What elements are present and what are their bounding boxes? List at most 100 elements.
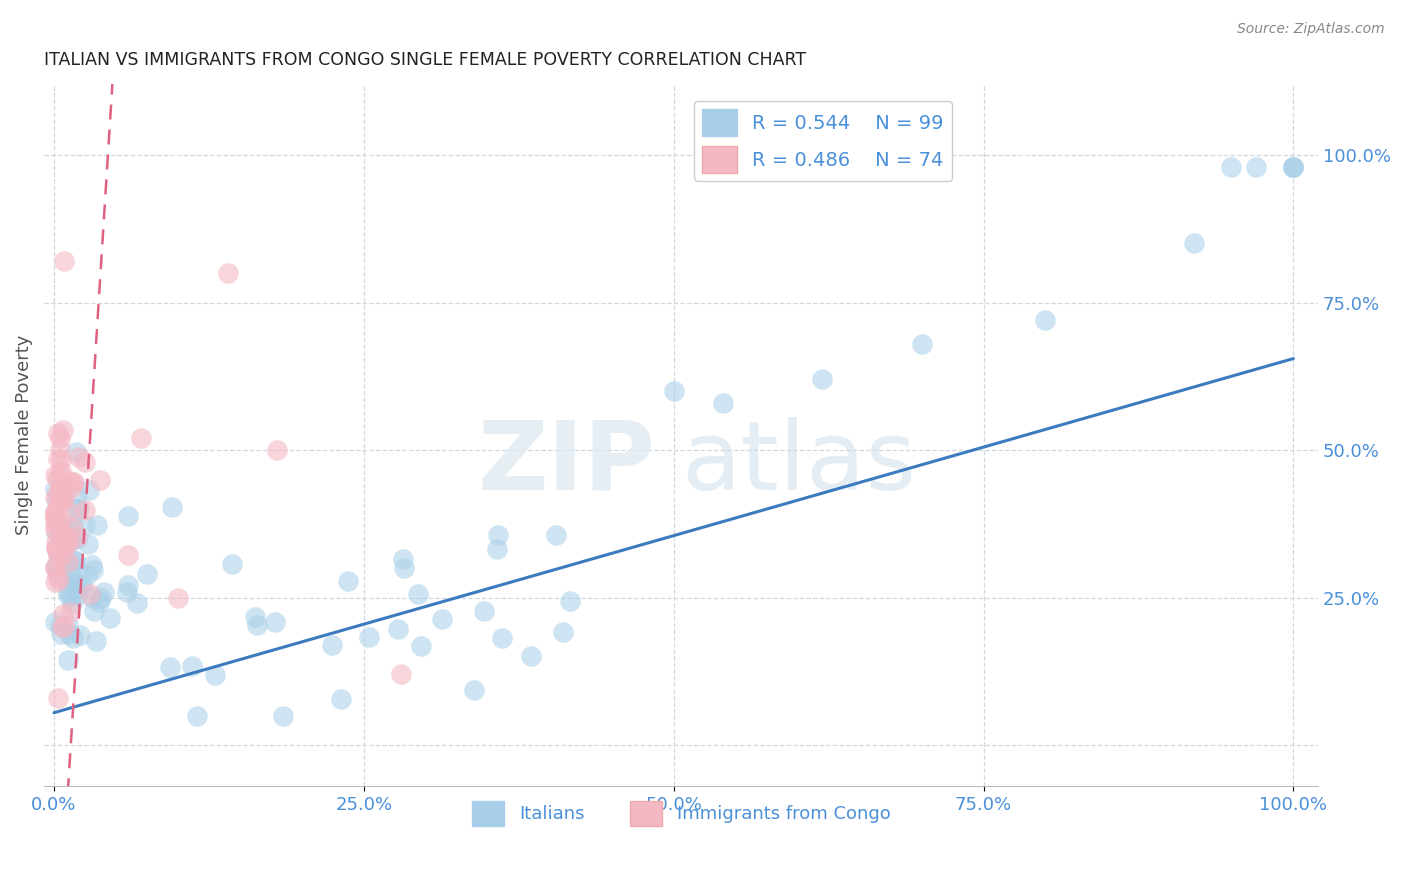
Point bbox=[65, 445, 87, 459]
Point bbox=[117, 548, 139, 562]
Point bbox=[62, 559, 84, 574]
Point bbox=[246, 617, 269, 632]
Point bbox=[69, 628, 91, 642]
Point bbox=[48, 546, 70, 560]
Point bbox=[62, 517, 84, 532]
Point bbox=[49, 431, 72, 445]
Point bbox=[811, 372, 834, 386]
Point bbox=[52, 620, 75, 634]
Point bbox=[53, 524, 76, 539]
Point bbox=[77, 483, 100, 498]
Point bbox=[55, 538, 77, 552]
Point bbox=[79, 587, 101, 601]
Point bbox=[66, 532, 89, 546]
Point bbox=[59, 474, 82, 488]
Point bbox=[44, 505, 66, 519]
Point bbox=[51, 452, 73, 467]
Point bbox=[44, 517, 66, 532]
Point bbox=[519, 648, 541, 663]
Point bbox=[90, 591, 112, 605]
Point bbox=[44, 510, 66, 524]
Point bbox=[553, 624, 575, 639]
Point bbox=[82, 558, 104, 573]
Point bbox=[82, 563, 104, 577]
Point bbox=[1244, 160, 1267, 174]
Point bbox=[411, 639, 433, 653]
Point bbox=[45, 472, 67, 486]
Point bbox=[321, 639, 343, 653]
Point bbox=[63, 582, 86, 596]
Point bbox=[186, 708, 208, 723]
Point bbox=[72, 578, 94, 592]
Point bbox=[217, 266, 239, 280]
Point bbox=[49, 619, 72, 633]
Point bbox=[67, 450, 90, 464]
Point bbox=[51, 526, 73, 541]
Point bbox=[60, 480, 83, 494]
Point bbox=[46, 690, 69, 705]
Point bbox=[56, 584, 79, 599]
Point bbox=[89, 473, 111, 487]
Point bbox=[486, 541, 509, 556]
Point bbox=[45, 559, 67, 574]
Point bbox=[394, 561, 416, 575]
Point bbox=[52, 547, 75, 561]
Point bbox=[49, 481, 72, 495]
Point bbox=[44, 560, 66, 574]
Point bbox=[486, 527, 509, 541]
Point bbox=[162, 500, 184, 514]
Point bbox=[662, 384, 685, 398]
Point bbox=[66, 530, 89, 544]
Point bbox=[48, 494, 70, 508]
Point bbox=[389, 667, 412, 681]
Point bbox=[89, 595, 111, 609]
Point bbox=[544, 528, 567, 542]
Point bbox=[1182, 236, 1205, 251]
Point bbox=[48, 573, 70, 587]
Point bbox=[387, 623, 409, 637]
Point bbox=[49, 544, 72, 558]
Point bbox=[264, 615, 287, 629]
Point bbox=[56, 617, 79, 632]
Point bbox=[46, 486, 69, 500]
Point bbox=[48, 451, 70, 466]
Point bbox=[51, 620, 73, 634]
Text: ITALIAN VS IMMIGRANTS FROM CONGO SINGLE FEMALE POVERTY CORRELATION CHART: ITALIAN VS IMMIGRANTS FROM CONGO SINGLE … bbox=[44, 51, 806, 69]
Point bbox=[44, 523, 66, 537]
Point bbox=[49, 464, 72, 478]
Point bbox=[66, 488, 89, 502]
Point bbox=[463, 682, 485, 697]
Point bbox=[58, 627, 80, 641]
Point bbox=[66, 587, 89, 601]
Point bbox=[63, 475, 86, 489]
Point bbox=[49, 513, 72, 527]
Point bbox=[359, 630, 381, 644]
Point bbox=[62, 553, 84, 567]
Point bbox=[52, 254, 75, 268]
Point bbox=[117, 578, 139, 592]
Point bbox=[51, 483, 73, 497]
Text: atlas: atlas bbox=[681, 417, 917, 510]
Point bbox=[66, 575, 89, 590]
Point bbox=[60, 520, 83, 534]
Point bbox=[1282, 160, 1305, 174]
Point bbox=[55, 522, 77, 536]
Point bbox=[1035, 313, 1057, 327]
Text: ZIP: ZIP bbox=[478, 417, 655, 510]
Point bbox=[55, 533, 77, 548]
Point bbox=[73, 503, 96, 517]
Point bbox=[49, 481, 72, 495]
Point bbox=[408, 587, 430, 601]
Point bbox=[430, 612, 453, 626]
Point bbox=[83, 604, 105, 618]
Point bbox=[45, 541, 67, 555]
Point bbox=[58, 505, 80, 519]
Point bbox=[52, 492, 75, 507]
Point bbox=[46, 562, 69, 576]
Point bbox=[44, 560, 66, 574]
Point bbox=[45, 493, 67, 508]
Point bbox=[46, 569, 69, 583]
Point bbox=[45, 543, 67, 558]
Point bbox=[180, 659, 202, 673]
Point bbox=[77, 537, 100, 551]
